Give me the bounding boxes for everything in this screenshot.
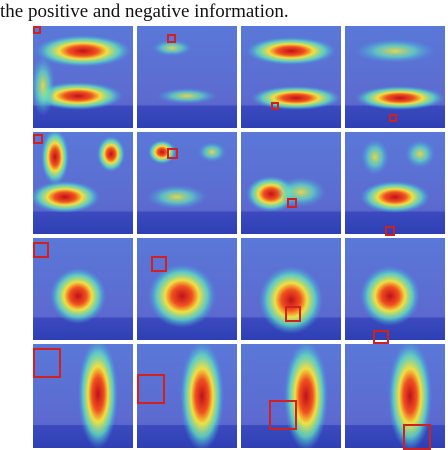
heat-blob bbox=[388, 344, 432, 448]
ground-band bbox=[241, 105, 341, 128]
region-box bbox=[285, 306, 301, 322]
heat-blob bbox=[361, 139, 389, 175]
region-box bbox=[137, 374, 165, 404]
tile-content bbox=[137, 26, 237, 128]
ground-band bbox=[137, 105, 237, 128]
heat-blob bbox=[33, 82, 123, 110]
tile-content bbox=[137, 344, 237, 448]
heat-blob bbox=[50, 268, 106, 324]
region-box bbox=[385, 226, 395, 236]
tile-content bbox=[241, 26, 341, 128]
ground-band bbox=[33, 211, 133, 234]
region-box bbox=[33, 242, 49, 258]
region-box bbox=[373, 330, 389, 344]
region-box bbox=[33, 134, 43, 144]
region-box bbox=[33, 26, 41, 34]
heatmap-tile bbox=[241, 238, 341, 340]
tile-content bbox=[33, 344, 133, 448]
heatmap-tile bbox=[345, 26, 445, 128]
region-box bbox=[33, 348, 61, 378]
heatmap-tile bbox=[137, 238, 237, 340]
heat-blob bbox=[41, 132, 69, 185]
body-text: the positive and negative information. bbox=[0, 1, 289, 22]
heat-blob bbox=[284, 344, 328, 448]
heat-blob bbox=[276, 177, 326, 207]
tile-content bbox=[33, 238, 133, 340]
heatmap-tile bbox=[137, 344, 237, 448]
heat-blob bbox=[152, 40, 192, 56]
region-box bbox=[403, 424, 431, 450]
heatmap-tile bbox=[345, 238, 445, 344]
region-box bbox=[167, 148, 178, 159]
heat-blob bbox=[148, 140, 176, 164]
heatmap-tile bbox=[241, 132, 341, 234]
tile-content bbox=[33, 132, 133, 234]
heat-blob bbox=[147, 185, 207, 209]
ground-band bbox=[137, 317, 237, 340]
heatmap-tile bbox=[33, 26, 133, 128]
heat-blob bbox=[259, 266, 323, 334]
ground-band bbox=[345, 317, 445, 340]
tile-content bbox=[345, 238, 445, 340]
ground-band bbox=[33, 317, 133, 340]
tile-content bbox=[241, 132, 341, 234]
heat-blob bbox=[33, 181, 100, 213]
heatmap-tile bbox=[33, 238, 133, 340]
tile-content bbox=[137, 238, 237, 340]
ground-band bbox=[345, 211, 445, 234]
heatmap-tile bbox=[33, 132, 133, 234]
heatmap-tile bbox=[137, 26, 237, 128]
tile-content bbox=[241, 238, 341, 340]
tile-content bbox=[241, 344, 341, 448]
region-box bbox=[389, 114, 397, 122]
heat-blob bbox=[148, 264, 216, 328]
heatmap-tile bbox=[345, 344, 445, 450]
region-box bbox=[269, 400, 297, 430]
heat-blob bbox=[78, 344, 118, 448]
heat-blob bbox=[355, 39, 435, 63]
heat-blob bbox=[405, 140, 435, 168]
heat-blob bbox=[180, 344, 224, 448]
heat-blob bbox=[157, 88, 217, 104]
heat-blob bbox=[360, 266, 420, 326]
region-box bbox=[151, 256, 167, 272]
heat-blob bbox=[246, 37, 336, 65]
ground-band bbox=[33, 105, 133, 128]
tile-content bbox=[345, 26, 445, 128]
heat-blob bbox=[360, 181, 430, 213]
heatmap-tile bbox=[33, 344, 133, 448]
heat-blob bbox=[355, 86, 445, 110]
region-box bbox=[167, 34, 176, 43]
heat-blob bbox=[33, 56, 55, 116]
tile-content bbox=[137, 132, 237, 234]
region-box bbox=[287, 198, 297, 208]
region-box bbox=[271, 102, 279, 110]
heatmap-tile bbox=[241, 26, 341, 128]
heat-blob bbox=[35, 35, 131, 67]
heat-blob bbox=[97, 136, 125, 172]
heatmap-tile bbox=[137, 132, 237, 234]
tile-content bbox=[345, 132, 445, 234]
tile-content bbox=[33, 26, 133, 128]
heatmap-tile bbox=[241, 344, 341, 448]
heatmap-tile bbox=[345, 132, 445, 236]
heat-blob bbox=[251, 86, 341, 110]
heat-blob bbox=[198, 142, 226, 162]
ground-band bbox=[137, 211, 237, 234]
tile-content bbox=[345, 344, 445, 448]
ground-band bbox=[241, 211, 341, 234]
